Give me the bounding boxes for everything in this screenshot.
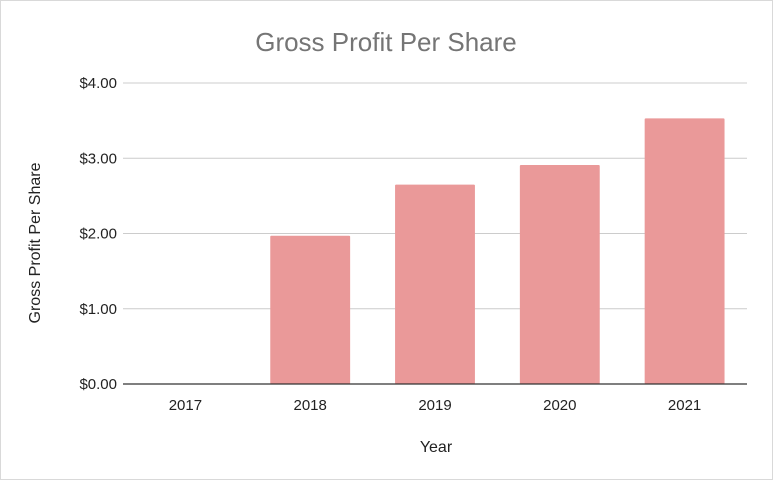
y-axis-title: Gross Profit Per Share — [27, 162, 44, 323]
bars — [270, 118, 725, 385]
x-tick-label: 2017 — [169, 397, 202, 414]
y-tick-label: $1.00 — [79, 301, 117, 318]
x-tick-label: 2019 — [418, 397, 451, 414]
y-tick-labels: $0.00 $1.00 $2.00 $3.00 $4.00 — [79, 75, 117, 393]
y-tick-label: $0.00 — [79, 376, 117, 393]
bar-2018 — [270, 235, 351, 384]
y-tick-label: $3.00 — [79, 150, 117, 167]
bar-2019 — [395, 184, 475, 384]
bar-2020 — [519, 165, 600, 384]
chart-title: Gross Profit Per Share — [255, 27, 517, 57]
x-tick-label: 2020 — [543, 397, 576, 414]
y-tick-label: $2.00 — [79, 226, 117, 243]
x-tick-label: 2021 — [668, 397, 701, 414]
bar-2021 — [644, 118, 725, 385]
x-tick-labels: 2017 2018 2019 2020 2021 — [169, 397, 702, 414]
x-axis-title: Year — [420, 439, 453, 456]
y-tick-label: $4.00 — [79, 75, 117, 92]
x-tick-label: 2018 — [294, 397, 327, 414]
